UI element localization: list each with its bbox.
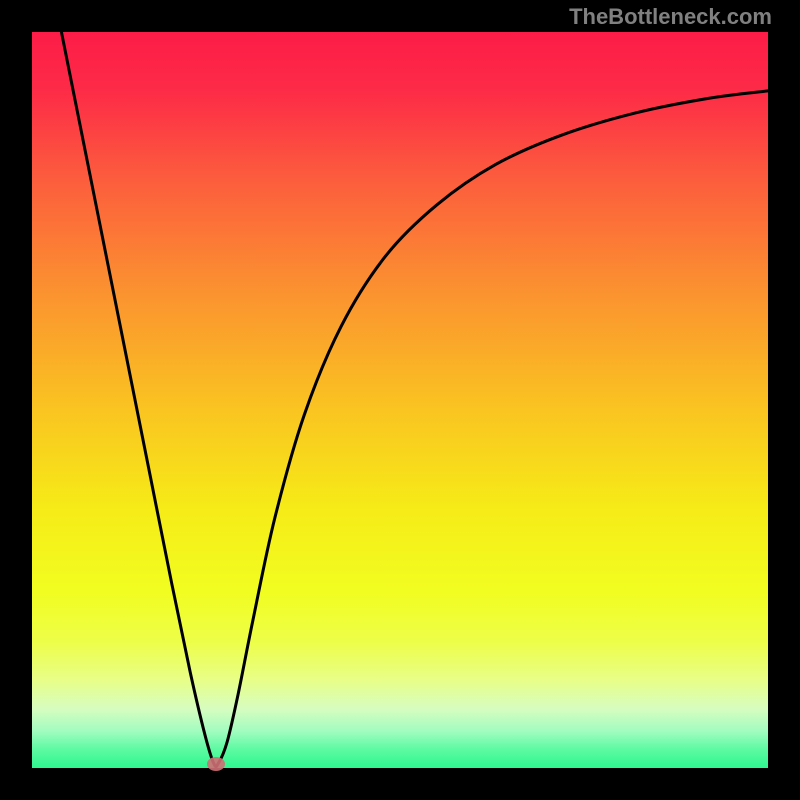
minimum-marker	[207, 757, 225, 771]
watermark-text: TheBottleneck.com	[569, 4, 772, 30]
bottleneck-curve	[32, 32, 768, 768]
chart-container: TheBottleneck.com	[0, 0, 800, 800]
plot-area	[32, 32, 768, 768]
